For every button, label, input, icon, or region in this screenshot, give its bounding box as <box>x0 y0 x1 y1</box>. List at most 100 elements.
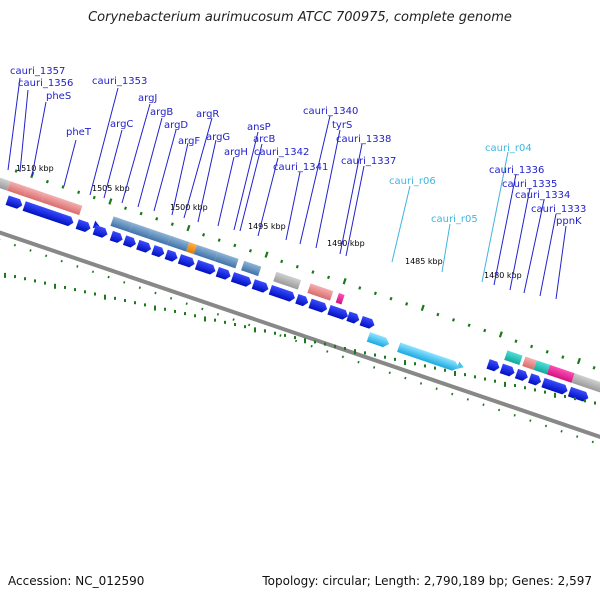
inner-dot <box>254 327 256 333</box>
accession-label: Accession: NC_012590 <box>8 574 145 588</box>
gene-label-argg: argG <box>206 132 230 143</box>
gene-label-cauri-1340: cauri_1340 <box>303 106 358 117</box>
cds-arrow <box>268 285 295 302</box>
inner-dot <box>264 329 266 333</box>
outer-tick <box>358 286 362 290</box>
tick-label-1495: 1495 kbp <box>248 222 286 231</box>
cds-arrow <box>136 239 152 253</box>
cds-arrow <box>164 249 178 262</box>
feature-magenta-1 <box>335 293 345 305</box>
inner-tick <box>388 371 391 375</box>
outer-tick-row <box>14 169 596 370</box>
outer-tick <box>233 243 237 248</box>
outer-tick <box>592 365 596 370</box>
cds-arrow <box>92 225 108 238</box>
inner-dot <box>324 342 326 346</box>
cds-arrow <box>194 259 216 275</box>
inner-dot <box>454 370 456 376</box>
inner-dot <box>184 312 186 316</box>
gene-labels: cauri_1357 cauri_1356 pheS pheT cauri_13… <box>7 66 586 300</box>
inner-dot <box>384 355 386 359</box>
inner-dot <box>574 397 576 401</box>
tick-label-1510: 1510 kbp <box>16 164 54 173</box>
outer-tick <box>202 233 206 237</box>
cds-arrow <box>528 373 542 386</box>
tick-label-1490: 1490 kbp <box>327 239 365 248</box>
feature-band <box>0 176 600 393</box>
outer-tick <box>373 291 377 296</box>
inner-tick <box>404 376 407 380</box>
outer-tick <box>139 211 143 216</box>
outer-tick <box>108 198 113 205</box>
map-title: Corynebacterium aurimucosum ATCC 700975,… <box>88 10 512 25</box>
inner-dot <box>114 296 116 300</box>
cds-arrow <box>567 386 589 402</box>
gene-label-cauri-1334: cauri_1334 <box>515 190 570 201</box>
inner-dot <box>514 384 516 388</box>
inner-dot <box>314 340 316 344</box>
inner-dot <box>14 275 16 279</box>
tick-label-1500: 1500 kbp <box>170 203 208 212</box>
feature-blue-3 <box>148 229 171 246</box>
feature-pink-5 <box>522 356 537 370</box>
gene-label-argf: argF <box>178 136 200 147</box>
inner-dot <box>374 353 376 357</box>
gene-label-cauri-1338: cauri_1338 <box>336 134 391 145</box>
inner-dot <box>124 299 126 303</box>
outer-tick <box>545 350 549 354</box>
outer-tick <box>170 222 174 226</box>
inner-dot <box>54 283 56 289</box>
outer-tick <box>92 195 96 200</box>
outer-tick <box>420 304 425 312</box>
cds-arrow <box>109 230 123 243</box>
feature-blue-6 <box>214 251 239 269</box>
feature-pink-3 <box>41 192 83 216</box>
feature-blue-2 <box>129 222 152 239</box>
gene-label-phes: pheS <box>46 91 71 102</box>
inner-tick <box>497 408 501 412</box>
cds-arrow <box>541 377 568 395</box>
inner-tick <box>357 360 360 364</box>
inner-tick <box>45 254 48 258</box>
gene-label-cauri-1357: cauri_1357 <box>10 66 65 77</box>
gene-label-cauri-1356: cauri_1356 <box>18 78 73 89</box>
inner-dot <box>204 316 206 322</box>
outer-tick <box>576 357 581 365</box>
inner-tick <box>591 440 594 444</box>
inner-dot <box>434 366 436 370</box>
inner-dot <box>164 307 166 311</box>
feature-blue-7 <box>241 260 262 277</box>
inner-tick <box>154 291 157 295</box>
inner-tick <box>60 259 63 263</box>
feature-teal-2 <box>533 360 551 375</box>
inner-dot <box>404 360 406 366</box>
inner-tick <box>576 435 579 438</box>
inner-tick <box>185 302 188 305</box>
feature-gray-3 <box>571 373 600 393</box>
inner-dot <box>294 336 296 340</box>
outer-tick <box>311 270 315 274</box>
gene-label-argh: argH <box>224 147 248 158</box>
inner-dot <box>334 344 336 348</box>
inner-tick <box>513 414 516 417</box>
outer-tick <box>405 302 409 306</box>
outer-tick <box>561 355 565 359</box>
outer-tick <box>451 318 456 322</box>
outer-tick <box>342 278 347 285</box>
rna-arrow-1 <box>366 332 390 348</box>
inner-tick <box>435 387 438 391</box>
inner-tick <box>29 249 32 252</box>
inner-tick <box>482 403 485 406</box>
inner-dot <box>584 399 586 403</box>
outer-tick <box>217 238 221 242</box>
inner-tick <box>232 318 235 321</box>
inner-dot <box>244 325 246 329</box>
inner-dot <box>214 318 216 322</box>
gene-label-cauri-r06: cauri_r06 <box>389 176 436 187</box>
outer-tick <box>61 185 65 189</box>
inner-dot <box>344 346 346 350</box>
inner-tick <box>419 382 423 385</box>
inner-tick <box>451 392 454 396</box>
outer-tick <box>389 296 393 301</box>
outer-tick <box>248 248 252 253</box>
